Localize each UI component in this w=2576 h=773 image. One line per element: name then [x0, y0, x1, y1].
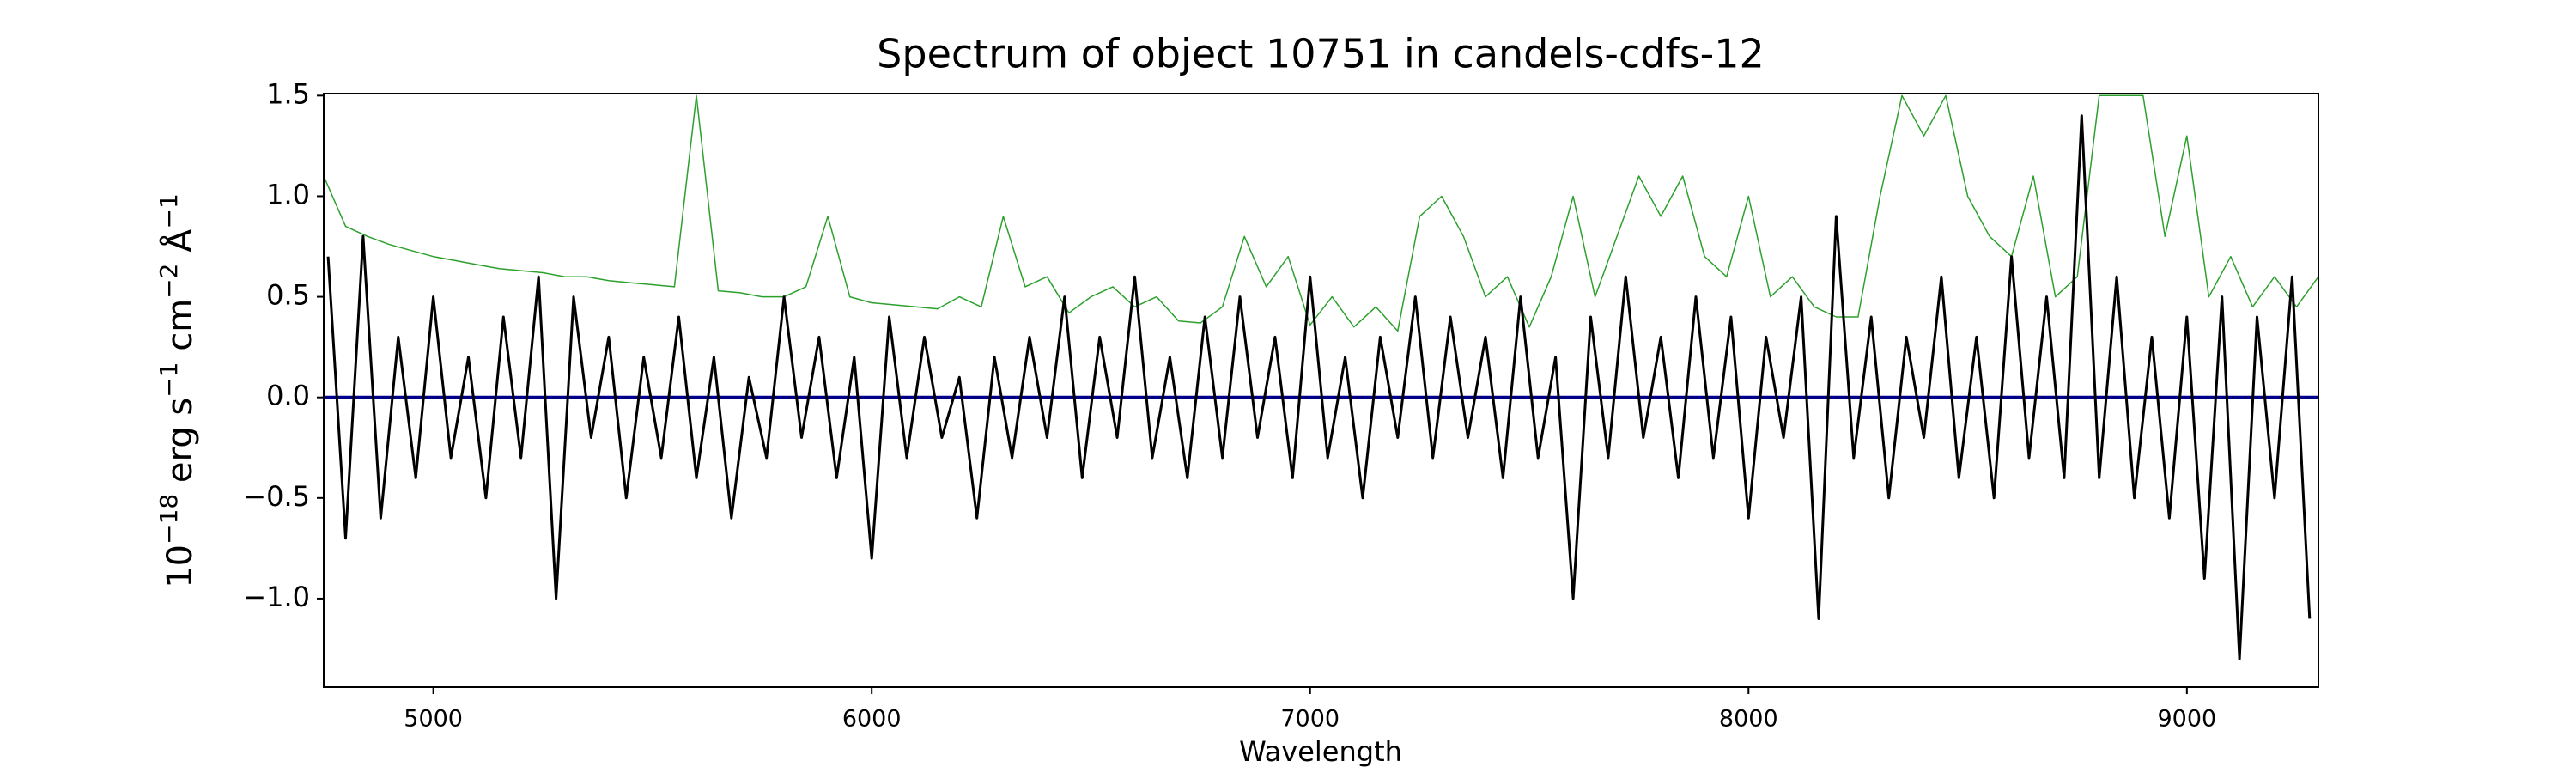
y-axis-label: 10−18 erg s−1 cm−2 Å−1: [155, 193, 200, 588]
y-tick-label: −0.5: [243, 480, 310, 513]
y-tick-label: 0.0: [266, 380, 310, 412]
x-tick-label: 7000: [1280, 706, 1340, 733]
y-label-text: cm: [161, 299, 200, 362]
x-axis-label: Wavelength: [1239, 735, 1402, 768]
y-label-exponent: −18: [155, 494, 183, 545]
y-label-exponent: −2: [155, 264, 183, 299]
spectrum-line: [326, 114, 2312, 660]
y-label-text: Å: [159, 228, 200, 264]
spectrum-line: [324, 94, 2318, 332]
y-label-exponent: −1: [155, 362, 183, 398]
x-tick-label: 5000: [404, 706, 463, 733]
y-tick-label: −1.0: [243, 581, 310, 613]
y-tick-label: 1.0: [266, 178, 310, 210]
x-tick-label: 8000: [1719, 706, 1778, 733]
x-tick-label: 9000: [2157, 706, 2216, 733]
y-tick-label: 1.5: [266, 77, 310, 110]
plot-area: [324, 94, 2318, 660]
x-tick-label: 6000: [842, 706, 902, 733]
plot-frame: [323, 93, 2319, 688]
chart-title: Spectrum of object 10751 in candels-cdfs…: [877, 31, 1765, 77]
y-label-text: 10: [161, 545, 200, 588]
y-tick-label: 0.5: [266, 279, 310, 312]
y-label-text: erg s: [161, 398, 200, 494]
y-label-exponent: −1: [155, 193, 183, 228]
